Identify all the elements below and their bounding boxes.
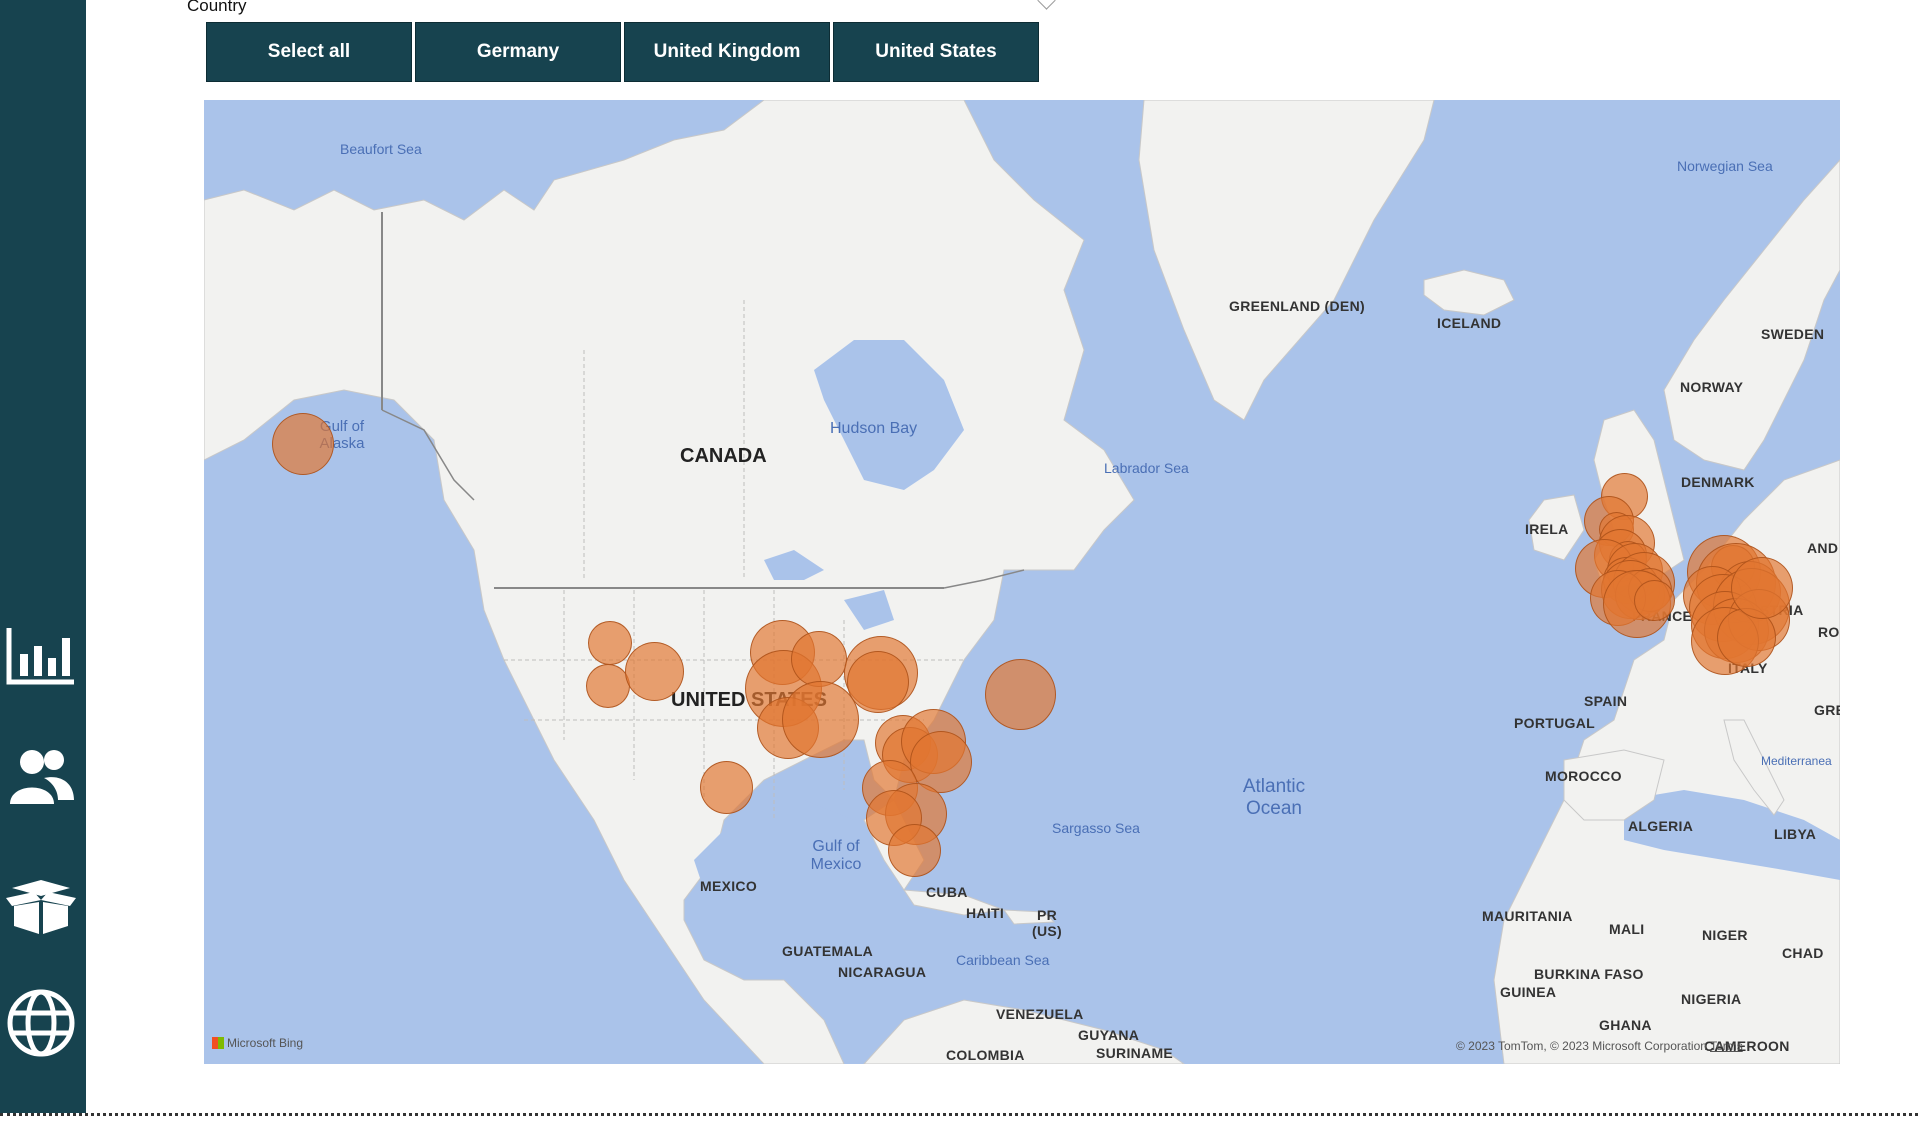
microsoft-logo-icon: [212, 1037, 224, 1049]
label-hudson-bay: Hudson Bay: [830, 420, 918, 437]
label-atlantic-ocean: Atlantic Ocean: [1242, 776, 1306, 819]
attribution-text: © 2023 TomTom, © 2023 Microsoft Corporat…: [1456, 1039, 1707, 1053]
label-suriname: SURINAME: [1096, 1045, 1174, 1061]
bing-label: Microsoft Bing: [227, 1036, 304, 1050]
label-niger: NIGER: [1702, 927, 1748, 943]
label-mexico: MEXICO: [700, 878, 758, 894]
map-bubble[interactable]: [585, 663, 630, 708]
page-divider: [0, 1113, 1918, 1116]
label-gulf-of-mexico: Gulf of Mexico: [810, 838, 862, 873]
label-norwegian-sea: Norwegian Sea: [1677, 158, 1773, 174]
open-box-icon[interactable]: [4, 870, 78, 940]
label-libya: LIBYA: [1774, 826, 1817, 842]
map-bubble[interactable]: [1633, 579, 1675, 621]
slicer-option-united-states[interactable]: United States: [833, 22, 1039, 82]
map-bubble[interactable]: [587, 621, 632, 666]
label-nicaragua: NICARAGUA: [838, 964, 927, 980]
bar-chart-icon[interactable]: [4, 620, 78, 690]
users-icon[interactable]: [4, 742, 78, 812]
map-bubble[interactable]: [699, 761, 753, 815]
label-caribbean-sea: Caribbean Sea: [956, 952, 1050, 968]
map-bubble[interactable]: [790, 630, 847, 687]
map-bubble[interactable]: [984, 659, 1056, 731]
label-guyana: GUYANA: [1078, 1027, 1140, 1043]
label-beaufort-sea: Beaufort Sea: [340, 141, 422, 157]
label-colombia: COLOMBIA: [946, 1047, 1025, 1063]
label-iceland: ICELAND: [1437, 315, 1502, 331]
label-greenland: GREENLAND (DEN): [1229, 298, 1365, 314]
slicer-option-germany[interactable]: Germany: [415, 22, 621, 82]
map-bubble[interactable]: [888, 823, 942, 877]
label-norway: NORWAY: [1680, 379, 1744, 395]
label-nigeria: NIGERIA: [1681, 991, 1742, 1007]
label-greece-partial: GRE: [1814, 702, 1840, 718]
map-bubble[interactable]: [271, 412, 334, 475]
globe-icon[interactable]: [4, 988, 78, 1058]
slicer-option-select-all[interactable]: Select all: [206, 22, 412, 82]
map-bubble[interactable]: [847, 651, 910, 714]
label-guinea: GUINEA: [1500, 984, 1557, 1000]
label-venezuela: VENEZUELA: [996, 1006, 1084, 1022]
label-haiti: HAITI: [966, 905, 1005, 921]
label-chad: CHAD: [1782, 945, 1824, 961]
terms-link[interactable]: Terms: [1710, 1039, 1743, 1053]
label-algeria: ALGERIA: [1628, 818, 1694, 834]
label-mediterranean: Mediterranea: [1761, 754, 1832, 768]
label-portugal: PORTUGAL: [1514, 715, 1595, 731]
map-bubble[interactable]: [624, 642, 684, 702]
label-sargasso-sea: Sargasso Sea: [1052, 820, 1140, 836]
label-denmark: DENMARK: [1681, 474, 1755, 490]
slicer-dropdown-icon[interactable]: [1037, 0, 1056, 10]
label-romania-partial: RO: [1818, 624, 1840, 640]
label-puerto-rico: PR (US): [1032, 907, 1062, 939]
label-ireland: IRELA: [1525, 521, 1569, 537]
label-burkina: BURKINA FASO: [1534, 966, 1644, 982]
label-finland-partial: AND: [1807, 540, 1839, 556]
label-sweden: SWEDEN: [1761, 326, 1825, 342]
sidebar: [0, 0, 86, 1113]
slicer-title: Country: [187, 0, 247, 15]
label-canada: CANADA: [680, 445, 767, 467]
slicer-option-united-kingdom[interactable]: United Kingdom: [624, 22, 830, 82]
label-morocco: MOROCCO: [1545, 768, 1622, 784]
map-bubble[interactable]: [1730, 557, 1793, 620]
label-mali: MALI: [1609, 921, 1645, 937]
label-cameroon: CAMEROON: [1704, 1038, 1790, 1054]
label-ghana: GHANA: [1599, 1017, 1652, 1033]
label-mauritania: MAURITANIA: [1482, 908, 1573, 924]
bing-logo: Microsoft Bing: [212, 1036, 303, 1050]
country-slicer: Select all Germany United Kingdom United…: [206, 22, 1039, 82]
bubble-map[interactable]: GREENLAND (DEN) ICELAND SWEDEN NORWAY DE…: [204, 100, 1840, 1064]
map-attribution: © 2023 TomTom, © 2023 Microsoft Corporat…: [1456, 1039, 1743, 1053]
map-bubble[interactable]: [910, 730, 973, 793]
label-spain: SPAIN: [1584, 693, 1628, 709]
label-cuba: CUBA: [926, 884, 968, 900]
label-labrador-sea: Labrador Sea: [1104, 460, 1189, 476]
label-guatemala: GUATEMALA: [782, 943, 874, 959]
map-bubble[interactable]: [781, 680, 859, 758]
